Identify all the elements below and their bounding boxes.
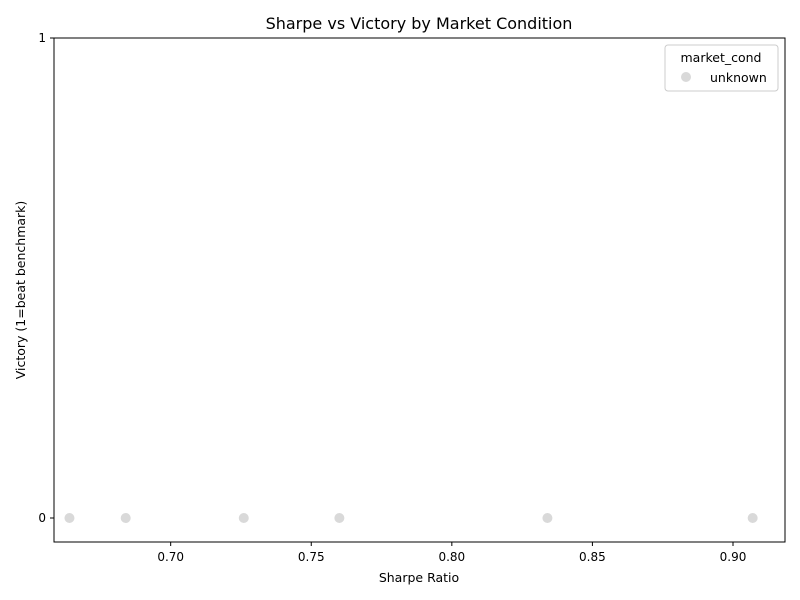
- legend-marker-unknown: [681, 72, 691, 82]
- plot-area: [64, 513, 758, 523]
- y-axis-ticks: 01: [38, 31, 54, 525]
- y-axis-label: Victory (1=beat benchmark): [13, 201, 28, 380]
- x-tick-label: 0.70: [157, 550, 184, 564]
- x-tick-label: 0.80: [438, 550, 465, 564]
- data-point-2: [120, 513, 131, 523]
- y-tick-label: 1: [38, 31, 46, 45]
- chart-title: Sharpe vs Victory by Market Condition: [266, 14, 573, 33]
- legend-title: market_cond: [681, 50, 762, 65]
- x-axis-ticks: 0.70 0.75 0.80 0.85 0.90: [157, 542, 746, 564]
- legend-label-unknown: unknown: [710, 70, 767, 85]
- legend-box: [664, 44, 779, 92]
- data-point-1: [64, 513, 75, 523]
- x-tick-label: 0.90: [720, 550, 747, 564]
- data-point-3: [238, 513, 249, 523]
- axes-frame: [53, 37, 786, 543]
- y-tick-label: 0: [38, 511, 46, 525]
- data-point-6: [747, 513, 758, 523]
- data-point-5: [542, 513, 553, 523]
- x-tick-label: 0.75: [298, 550, 325, 564]
- legend: market_cond unknown: [664, 44, 779, 92]
- data-point-4: [334, 513, 345, 523]
- x-axis-label: Sharpe Ratio: [379, 570, 459, 585]
- x-tick-label: 0.85: [579, 550, 606, 564]
